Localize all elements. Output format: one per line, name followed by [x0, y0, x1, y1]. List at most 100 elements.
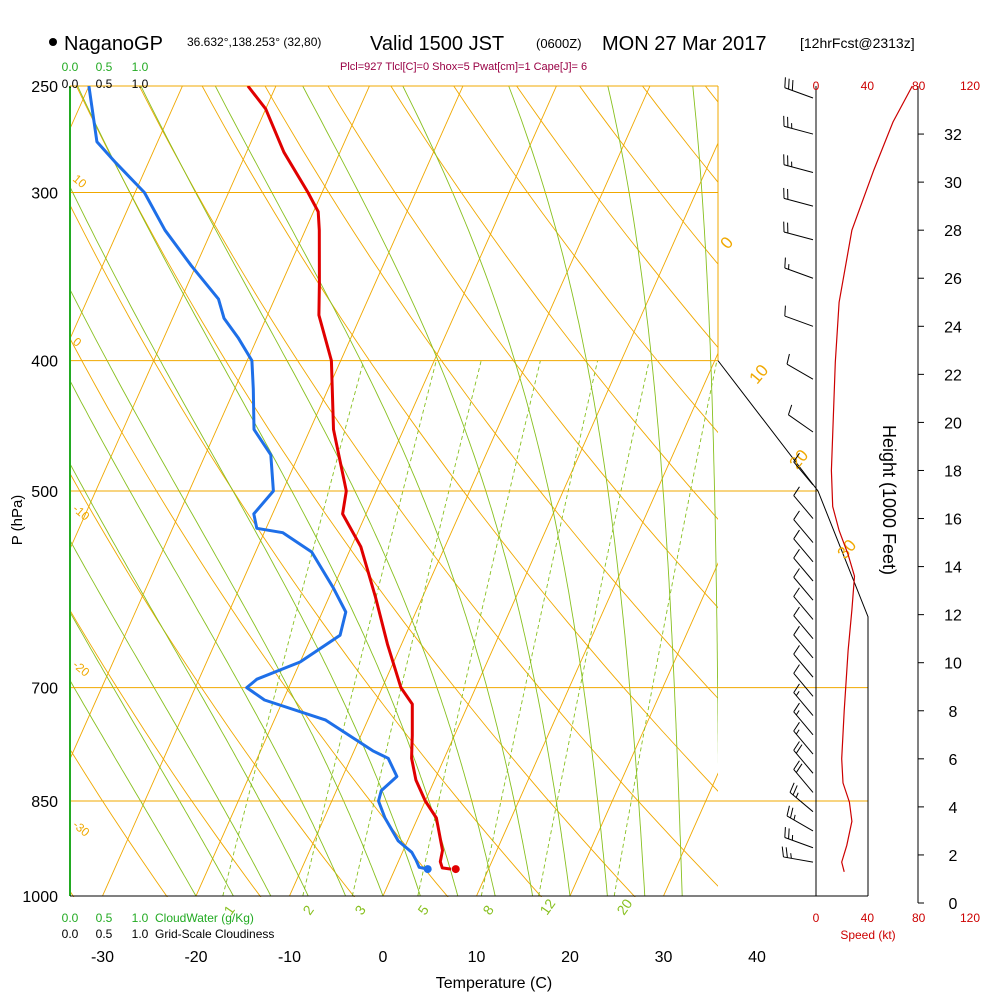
forecast-date: MON 27 Mar 2017 — [602, 33, 767, 55]
height-tick-label: 12 — [944, 608, 962, 625]
wind-barb — [785, 77, 813, 98]
wind-barb — [794, 607, 813, 639]
barb-staff — [790, 792, 813, 811]
barb-feather — [794, 645, 800, 654]
cloudiness-tick-top: 0.5 — [96, 77, 113, 91]
barb-staff — [794, 654, 813, 677]
barb-feather — [788, 405, 791, 415]
cloudwater-tick-top: 0.0 — [62, 60, 79, 74]
dry-adiabat — [0, 62, 187, 924]
wind-speed-profile — [831, 86, 912, 872]
dry-adiabat — [189, 62, 850, 924]
barb-staff — [794, 750, 813, 773]
barb-feather — [790, 808, 792, 818]
speed-tick-bottom: 0 — [813, 911, 820, 925]
wind-barb — [787, 806, 813, 831]
barb-feather — [794, 665, 800, 674]
speed-tick-top: 40 — [861, 79, 875, 93]
barb-staff — [784, 126, 813, 134]
sounding-profiles — [89, 86, 451, 869]
dry-adiabat-label: -30 — [70, 818, 93, 840]
mixing-ratio-label: 20 — [613, 896, 635, 918]
barb-staff — [785, 316, 813, 326]
wind-barb — [794, 588, 813, 620]
barb-feather — [793, 785, 797, 795]
pressure-tick-label: 850 — [31, 794, 58, 811]
wind-barb — [794, 530, 813, 562]
height-tick-label: 18 — [944, 463, 962, 480]
barb-staff — [787, 816, 813, 831]
height-tick-label: 4 — [949, 800, 958, 817]
barb-feather — [785, 77, 786, 87]
temperature-profile — [248, 86, 451, 869]
barb-half-feather — [796, 793, 798, 798]
dry-adiabat — [500, 62, 1000, 924]
dry-adiabat — [3, 62, 566, 924]
barb-feather — [794, 511, 800, 520]
temperature-tick-label: 0 — [379, 949, 388, 966]
barb-feather — [792, 80, 793, 90]
barb-feather — [794, 549, 800, 558]
wind-barb — [794, 569, 813, 601]
barb-staff — [784, 165, 813, 173]
barb-staff — [785, 837, 813, 847]
wind-barb — [794, 626, 813, 658]
temperature-tick-label: 40 — [748, 949, 766, 966]
cloudwater-tick-bottom: 0.5 — [96, 911, 113, 925]
cloudiness-label: Grid-Scale Cloudiness — [155, 927, 274, 941]
dry-adiabat — [562, 62, 1000, 924]
mixing-ratio-label: 2 — [299, 902, 317, 918]
wind-barb — [785, 306, 813, 327]
cloudiness-tick-bottom: 0.0 — [62, 927, 79, 941]
temperature-tick-label: -20 — [184, 949, 207, 966]
wind-barb — [794, 645, 813, 677]
mixing-ratio-label: 12 — [536, 896, 558, 918]
cloudwater-tick-top: 1.0 — [132, 60, 149, 74]
height-tick-label: 22 — [944, 367, 962, 384]
dry-adiabat — [127, 62, 755, 924]
cloudiness-tick-bottom: 1.0 — [132, 927, 149, 941]
barb-feather — [790, 783, 794, 793]
wind-barb — [784, 222, 813, 240]
temperature-tick-label: -10 — [278, 949, 301, 966]
barb-feather — [794, 626, 800, 635]
mixing-ratio-label: 8 — [479, 902, 497, 918]
surface-dewpoint-point — [424, 865, 432, 873]
barb-staff — [794, 731, 813, 754]
speed-tick-top: 120 — [960, 79, 980, 93]
dry-adiabat — [749, 62, 1000, 924]
barb-feather — [785, 258, 786, 268]
cloudwater-tick-bottom: 0.0 — [62, 911, 79, 925]
temperature-tick-label: 10 — [468, 949, 486, 966]
temperature-tick-label: 30 — [655, 949, 673, 966]
barb-staff — [794, 539, 813, 562]
height-tick-label: 32 — [944, 127, 962, 144]
barb-staff — [794, 596, 813, 619]
wind-barb — [785, 827, 813, 848]
dry-adiabat-label: -20 — [70, 658, 93, 680]
wind-barb — [784, 188, 813, 206]
y-axis-title: P (hPa) — [9, 495, 26, 546]
height-tick-label: 26 — [944, 271, 962, 288]
wind-barb — [794, 722, 813, 754]
speed-axis-title: Speed (kt) — [840, 928, 895, 942]
barb-staff — [794, 635, 813, 658]
wind-barb — [785, 258, 813, 279]
cloudiness-tick-top: 0.0 — [62, 77, 79, 91]
pressure-tick-label: 1000 — [22, 889, 58, 906]
height-tick-label: 2 — [949, 848, 958, 865]
speed-tick-bottom: 80 — [912, 911, 926, 925]
speed-tick-top: 0 — [813, 79, 820, 93]
wind-barb — [787, 354, 813, 379]
wind-barb — [794, 665, 813, 697]
dry-adiabat — [376, 62, 1000, 924]
barb-staff — [794, 577, 813, 600]
pressure-tick-label: 500 — [31, 484, 58, 501]
height-tick-label: 16 — [944, 512, 962, 529]
barb-staff — [794, 769, 813, 792]
barb-feather — [787, 806, 789, 816]
height-tick-label: 20 — [944, 415, 962, 432]
barb-staff — [794, 673, 813, 696]
